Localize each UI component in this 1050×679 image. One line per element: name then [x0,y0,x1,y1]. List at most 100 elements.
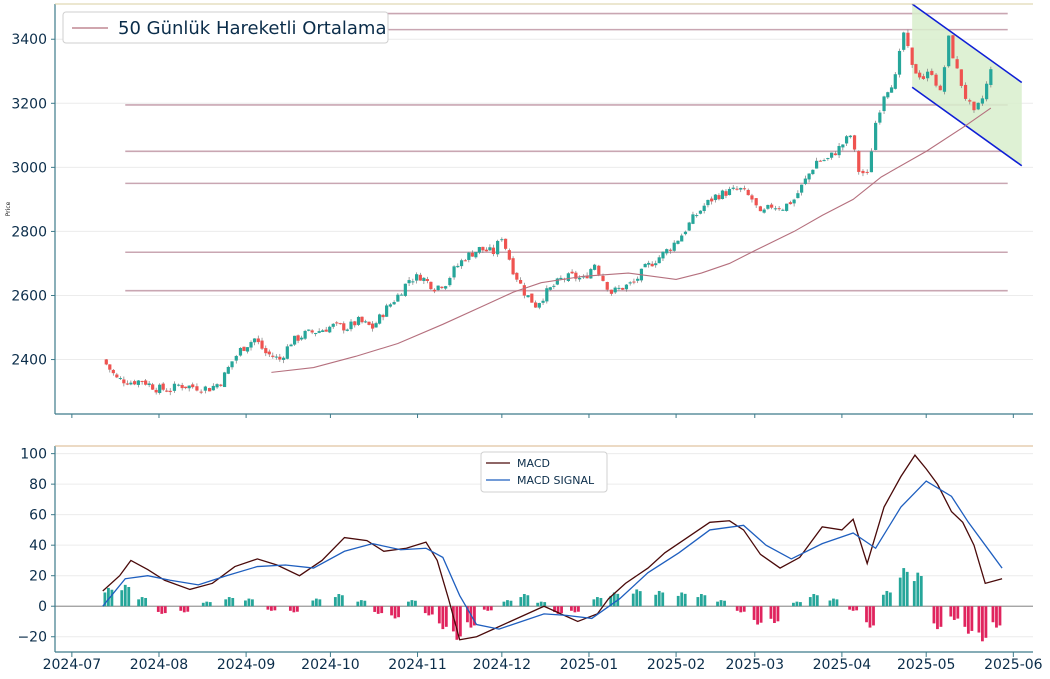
macd-histogram-bar [719,600,723,607]
candle-body [414,274,419,281]
xtick-label: 2024-12 [473,657,532,673]
macd-histogram-bar [769,606,773,619]
candle-body [807,173,811,180]
candle-body [187,385,191,389]
price-ytick-label: 3400 [11,32,47,48]
candle-body [429,281,433,290]
macd-histogram-bar [723,600,726,607]
macd-histogram-bar [441,606,445,630]
candle-body [125,383,129,385]
candle-body [811,169,815,175]
macd-legend-label: MACD SIGNAL [517,474,595,487]
candle-body [199,391,203,393]
xtick-label: 2024-10 [301,657,360,673]
candle-body [581,276,585,278]
candle-body [968,100,972,102]
candle-body [518,279,523,284]
candle-body [869,151,874,173]
macd-legend-box [480,451,608,493]
macd-histogram-bar [885,590,889,607]
macd-histogram-bar [410,600,414,607]
xtick-label: 2025-04 [813,657,872,673]
macd-histogram-bar [905,571,909,607]
candle-body [104,359,108,365]
candle-body [500,239,504,241]
candle-body [833,153,837,156]
candle-body [331,323,335,327]
macd-histogram-bar [592,599,596,607]
candle-body [702,205,706,211]
candle-body [252,338,257,343]
macd-histogram-bar [848,606,852,610]
candle-body [537,303,541,308]
candle-body [829,152,834,158]
candle-body [914,64,918,74]
macd-histogram-bar [868,606,872,628]
candle-body [710,198,714,202]
candle-body [195,386,199,391]
candle-body [385,305,389,317]
macd-histogram-bar [363,600,367,607]
macd-histogram-bar [939,606,943,627]
macd-histogram-bar [855,606,859,611]
macd-histogram-bar [936,606,939,630]
macd-signal-line [102,480,1003,630]
price-plot-area [55,4,1033,414]
candle-body [219,384,223,386]
channel-lower-line [911,86,1023,167]
macd-histogram-bar [835,599,839,607]
candle-body [698,210,703,214]
macd-histogram-bar [536,602,540,607]
candle-body [552,285,556,287]
candle-body [548,287,552,290]
macd-histogram-bar [543,602,547,607]
macd-histogram-bar [244,600,247,607]
candle-body [349,321,353,330]
price-legend-label: 50 Günlük Hareketli Ortalama [118,18,386,39]
candle-body [803,178,807,184]
macd-histogram-bar [966,606,970,634]
candle-body [467,252,471,260]
candle-body [474,251,478,258]
macd-histogram-bar [812,594,816,607]
candle-body [951,35,955,59]
candle-body [477,247,481,253]
candle-body [613,287,617,293]
macd-histogram-bar [469,606,473,628]
macd-histogram-bar [137,599,141,607]
candle-body [296,335,300,341]
macd-histogram-bar [573,606,577,613]
macd-histogram-bar [949,606,953,617]
macd-histogram-bar [201,602,205,607]
candle-body [238,347,243,356]
macd-histogram-bar [458,606,462,637]
candle-body [274,356,278,358]
candle-body [624,284,629,290]
macd-line [102,454,1003,641]
candle-body [837,146,841,156]
macd-ytick-label: 60 [29,508,47,524]
candle-body [947,35,951,67]
candle-body [289,344,293,347]
price-legend-box [62,11,389,44]
candle-body [857,151,861,172]
price-ytick-label: 3000 [11,160,47,176]
macd-histogram-bar [506,600,509,607]
candle-body [713,194,718,201]
candle-body [848,135,852,138]
candle-body [918,72,922,78]
macd-histogram-bar [912,581,916,607]
macd-histogram-bar [123,584,127,607]
macd-histogram-bar [902,568,906,607]
candle-body [781,209,785,211]
candle-body [676,240,680,244]
candle-body [324,329,328,332]
candle-body [893,74,897,89]
macd-histogram-bar [144,597,148,607]
candle-body [976,102,980,110]
macd-ytick-label: 40 [29,538,47,554]
macd-histogram-bar [932,606,936,624]
candle-body [448,277,452,286]
macd-histogram-bar [430,606,434,615]
macd-histogram-bar [832,598,835,607]
